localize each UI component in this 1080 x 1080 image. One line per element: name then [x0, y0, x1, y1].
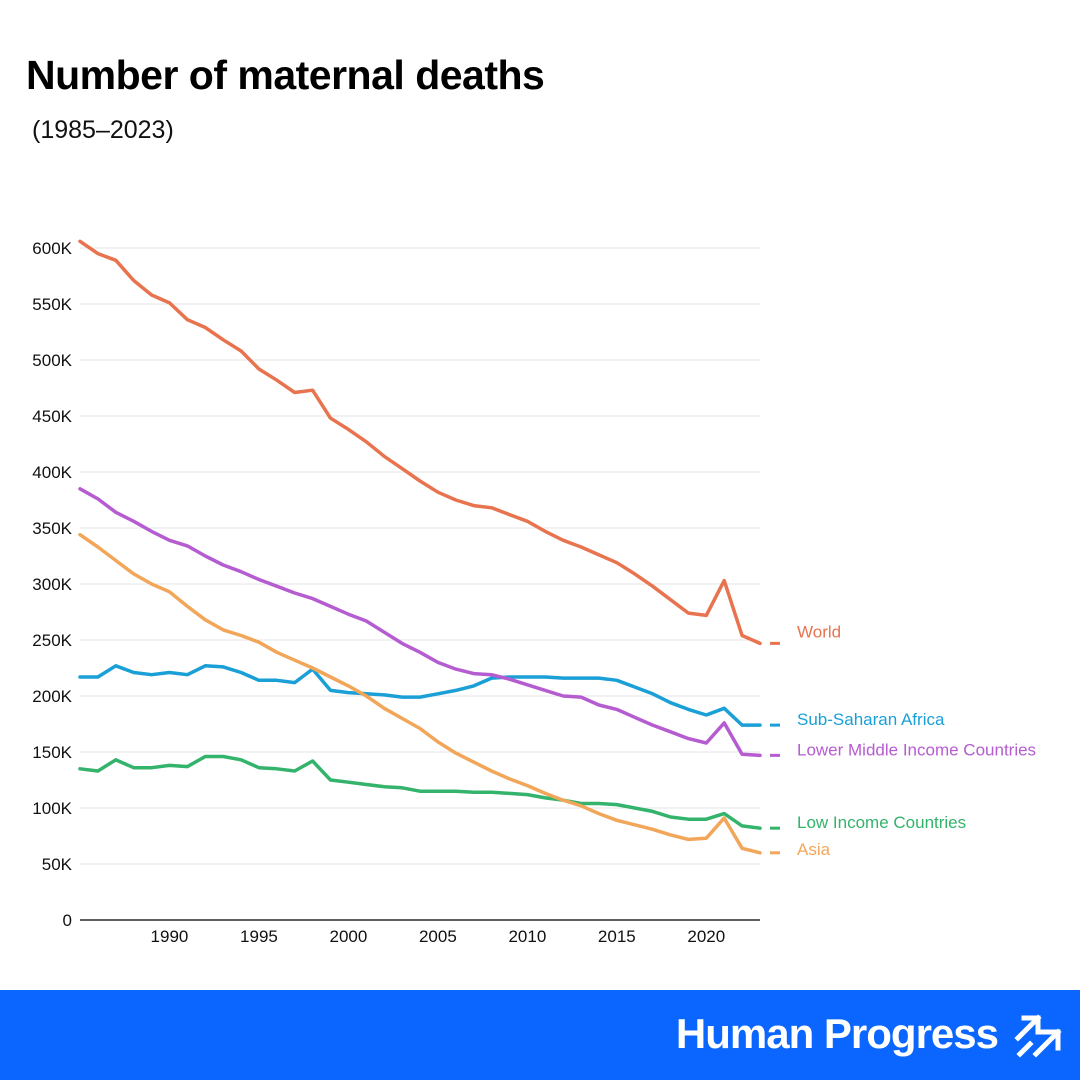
chart-title: Number of maternal deaths	[26, 52, 545, 98]
grid-lines	[80, 247, 760, 865]
x-tick-label: 2020	[687, 927, 725, 946]
y-tick-label: 250K	[32, 631, 72, 650]
series-line-sub-saharan-africa	[78, 664, 762, 727]
y-tick-label: 100K	[32, 799, 72, 818]
y-tick-label: 500K	[32, 351, 72, 370]
series-label: Sub-Saharan Africa	[797, 710, 945, 729]
x-tick-label: 2010	[508, 927, 546, 946]
series-line-world	[78, 239, 762, 646]
series-label: Low Income Countries	[797, 813, 966, 832]
x-tick-label: 2015	[598, 927, 636, 946]
y-tick-label: 550K	[32, 295, 72, 314]
y-tick-label: 300K	[32, 575, 72, 594]
x-tick-label: 2005	[419, 927, 457, 946]
series-lines	[78, 239, 762, 855]
series-label: Asia	[797, 840, 831, 859]
double-arrow-up-right-icon	[1014, 1014, 1062, 1058]
x-tick-label: 1990	[151, 927, 189, 946]
x-tick-label: 2000	[330, 927, 368, 946]
series-line-low-income-countries	[78, 754, 762, 830]
y-axis-ticks: 0 50K 100K 150K 200K 250K 300K 350K 400K 450K 500K…	[32, 239, 72, 930]
x-tick-label: 1995	[240, 927, 278, 946]
series-label: Lower Middle Income Countries	[797, 740, 1036, 759]
footer-bar: Human Progress	[0, 990, 1080, 1080]
y-tick-label: 350K	[32, 519, 72, 538]
series-label: World	[797, 622, 841, 641]
y-tick-label: 200K	[32, 687, 72, 706]
series-line-asia	[78, 532, 762, 855]
line-chart: 0 50K 100K 150K 200K 250K 300K 350K 400K 450K 500K…	[32, 239, 1036, 946]
y-tick-label: 400K	[32, 463, 72, 482]
y-tick-label: 150K	[32, 743, 72, 762]
series-labels: World Sub-Saharan Africa Lower Middle Inco…	[770, 622, 1036, 859]
chart-subtitle: (1985–2023)	[32, 116, 174, 144]
y-tick-label: 600K	[32, 239, 72, 258]
series-line-lower-middle-income-countries	[78, 487, 762, 758]
y-tick-label: 450K	[32, 407, 72, 426]
brand-logo-text: Human Progress	[675, 1010, 999, 1057]
x-axis-ticks: 1990 1995 2000 2005 2010 2015 2020	[151, 927, 726, 946]
y-tick-label: 50K	[42, 855, 73, 874]
y-tick-label: 0	[63, 911, 72, 930]
